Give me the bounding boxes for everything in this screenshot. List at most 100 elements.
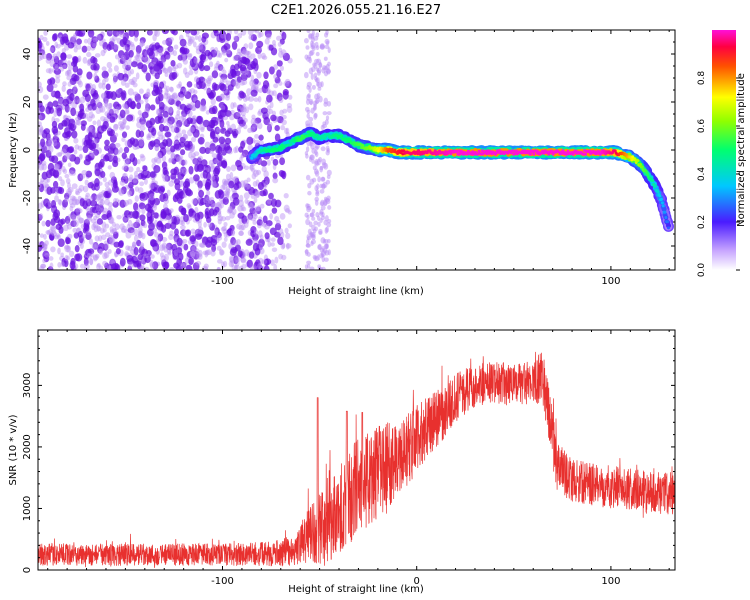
noise-dot: [276, 69, 282, 78]
noise-dot: [81, 30, 87, 34]
noise-dot: [137, 253, 144, 261]
noise-dot: [98, 198, 104, 203]
noise-dot: [86, 71, 93, 80]
noise-dot: [250, 89, 258, 97]
signal-trace-dot: [322, 136, 326, 140]
noise-dot: [85, 232, 92, 241]
noise-dot: [148, 141, 154, 150]
noise-dot: [101, 78, 106, 86]
noise-dot: [309, 154, 315, 161]
noise-dot: [38, 182, 42, 189]
noise-dot: [241, 206, 247, 212]
noise-dot: [118, 30, 125, 35]
noise-dot: [38, 81, 42, 88]
noise-dot: [324, 32, 329, 38]
noise-dot: [107, 106, 113, 114]
noise-dot: [71, 214, 77, 220]
noise-dot: [171, 93, 178, 100]
noise-dot: [149, 65, 155, 75]
noise-dot: [186, 203, 192, 209]
noise-dot: [228, 260, 234, 268]
noise-dot: [114, 132, 119, 138]
noise-dot: [83, 112, 89, 119]
noise-dot: [216, 245, 222, 251]
noise-dot: [223, 180, 229, 186]
noise-dot: [189, 58, 197, 68]
noise-dot: [241, 263, 247, 270]
noise-dot: [256, 40, 264, 48]
noise-dot: [308, 32, 313, 40]
noise-dot: [261, 166, 267, 173]
noise-dot: [126, 223, 131, 229]
noise-dot: [258, 230, 263, 238]
noise-dot: [50, 229, 57, 235]
noise-dot: [95, 99, 101, 106]
noise-dot: [38, 125, 44, 133]
noise-dot: [317, 264, 322, 269]
noise-dot: [236, 164, 244, 171]
noise-dot: [96, 205, 101, 212]
noise-dot: [265, 220, 273, 227]
noise-dot: [220, 184, 226, 191]
noise-dot: [169, 230, 174, 237]
noise-dot: [324, 215, 329, 222]
noise-dot: [42, 94, 49, 100]
noise-dot: [77, 188, 82, 194]
noise-dot: [169, 267, 175, 270]
noise-dot: [139, 192, 146, 199]
noise-dot: [243, 50, 250, 57]
noise-dot: [65, 255, 71, 261]
noise-dot: [285, 243, 292, 249]
noise-dot: [53, 68, 62, 75]
noise-dot: [95, 194, 100, 202]
noise-dot: [186, 117, 193, 125]
noise-dot: [60, 52, 67, 61]
noise-dot: [221, 51, 228, 56]
noise-dot: [38, 213, 44, 220]
noise-dot: [123, 146, 130, 154]
noise-dot: [282, 52, 290, 62]
noise-dot: [43, 128, 51, 135]
noise-dot: [247, 212, 254, 220]
noise-dot: [157, 233, 164, 242]
noise-dot: [151, 57, 159, 65]
noise-dot: [45, 138, 52, 147]
noise-dot: [121, 152, 127, 160]
noise-dot: [144, 56, 151, 64]
noise-dot: [311, 209, 316, 214]
noise-dot: [209, 143, 216, 152]
noise-dot: [112, 181, 118, 189]
noise-dot: [326, 238, 331, 244]
noise-dot: [224, 137, 232, 145]
noise-dot: [219, 109, 227, 118]
noise-dot: [137, 227, 143, 234]
noise-dot: [168, 233, 174, 241]
noise-dot: [243, 124, 248, 130]
spectrogram-noise-layer: [38, 30, 332, 270]
noise-dot: [127, 214, 132, 220]
noise-dot: [114, 223, 120, 231]
signal-trace-dot: [666, 223, 671, 229]
noise-dot: [118, 188, 123, 195]
signal-trace-dot: [640, 165, 644, 169]
noise-dot: [100, 199, 105, 206]
noise-dot: [195, 260, 202, 266]
noise-dot: [119, 199, 126, 208]
noise-dot: [49, 233, 55, 241]
noise-dot: [142, 165, 148, 172]
signal-trace-dot: [444, 150, 448, 154]
noise-dot: [246, 184, 252, 190]
noise-dot: [223, 190, 229, 196]
noise-dot: [158, 101, 165, 110]
noise-dot: [235, 127, 242, 135]
noise-dot: [286, 105, 293, 113]
noise-dot: [250, 74, 255, 83]
noise-dot: [82, 185, 89, 193]
noise-dot: [268, 90, 275, 97]
noise-dot: [233, 54, 241, 61]
noise-dot: [207, 222, 213, 228]
noise-dot: [71, 183, 78, 189]
noise-dot: [264, 30, 272, 38]
noise-dot: [258, 238, 265, 248]
noise-dot: [263, 265, 270, 270]
